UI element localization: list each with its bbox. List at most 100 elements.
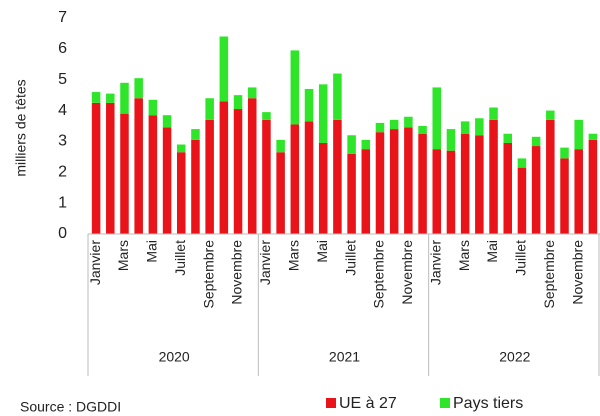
y-tick-label: 0 bbox=[58, 225, 67, 242]
bar-segment bbox=[503, 142, 512, 234]
bar-segment bbox=[134, 78, 143, 99]
bar-segment bbox=[333, 119, 342, 234]
bar-segment bbox=[162, 127, 172, 234]
bar-segment bbox=[460, 121, 470, 134]
bar-segment bbox=[546, 119, 555, 234]
bar-segment bbox=[106, 102, 115, 234]
y-tick-label: 7 bbox=[58, 9, 67, 26]
bar-segment bbox=[191, 139, 200, 234]
x-tick-label: Mars bbox=[286, 240, 302, 271]
bar-segment bbox=[375, 132, 385, 234]
bar-segment bbox=[219, 36, 229, 102]
bar-segment bbox=[205, 119, 214, 234]
bar-segment bbox=[446, 150, 456, 234]
bar-segment bbox=[120, 113, 129, 234]
bar-segment bbox=[205, 98, 214, 120]
bar-segment bbox=[177, 144, 186, 153]
x-tick-label: Janvier bbox=[427, 240, 443, 285]
year-label: 2020 bbox=[159, 349, 190, 365]
bar-segment bbox=[191, 129, 200, 140]
bar-segment bbox=[489, 119, 498, 234]
bar-segment bbox=[347, 135, 356, 154]
bar-segment bbox=[120, 82, 129, 114]
bar-segment bbox=[460, 133, 470, 234]
bar-segment bbox=[546, 110, 555, 120]
year-label: 2022 bbox=[499, 349, 530, 365]
bar-segment bbox=[233, 95, 243, 110]
legend-label: Pays tiers bbox=[453, 395, 523, 412]
bar-segment bbox=[389, 129, 399, 234]
bar-segment bbox=[333, 73, 342, 120]
bar-segment bbox=[304, 121, 314, 234]
x-tick-label: Juillet bbox=[342, 240, 358, 276]
x-tick-label: Juillet bbox=[513, 240, 529, 276]
bar-segment bbox=[290, 50, 300, 125]
bar-segment bbox=[517, 158, 527, 168]
bar-segment bbox=[531, 146, 541, 234]
legend-swatch bbox=[440, 398, 450, 408]
bar-segment bbox=[517, 167, 527, 234]
x-tick-label: Juillet bbox=[172, 240, 188, 276]
bar-segment bbox=[375, 122, 385, 133]
bar-segment bbox=[531, 136, 541, 147]
bar-segment bbox=[588, 133, 598, 140]
bar-segment bbox=[404, 116, 413, 128]
y-tick-label: 2 bbox=[58, 164, 67, 181]
y-axis-label: milliers de têtes bbox=[13, 79, 29, 176]
bar-segment bbox=[233, 109, 243, 234]
x-tick-label: Mai bbox=[144, 240, 160, 263]
legend-swatch bbox=[326, 398, 336, 408]
bar-segment bbox=[418, 133, 427, 234]
bar-segment bbox=[276, 139, 285, 153]
bar-segment bbox=[148, 115, 158, 234]
bar-segment bbox=[389, 119, 399, 130]
bar-segment bbox=[574, 149, 583, 234]
bar-segment bbox=[404, 127, 413, 234]
x-tick-label: Septembre bbox=[200, 240, 216, 309]
bar-segment bbox=[247, 87, 257, 99]
x-tick-label: Novembre bbox=[399, 240, 415, 305]
year-label: 2021 bbox=[329, 349, 360, 365]
bar-segment bbox=[91, 92, 101, 103]
bar-segment bbox=[318, 142, 328, 234]
bar-segment bbox=[432, 149, 442, 234]
bar-segment bbox=[503, 133, 512, 143]
x-tick-label: Janvier bbox=[257, 240, 273, 285]
bar-segment bbox=[162, 115, 172, 128]
y-tick-label: 1 bbox=[58, 194, 67, 211]
bar-segment bbox=[475, 118, 484, 136]
bar-segment bbox=[574, 119, 583, 150]
x-tick-label: Janvier bbox=[87, 240, 103, 285]
y-tick-label: 5 bbox=[58, 71, 67, 88]
x-tick-label: Mai bbox=[484, 240, 500, 263]
legend-label: UE à 27 bbox=[339, 395, 397, 412]
x-tick-label: Novembre bbox=[229, 240, 245, 305]
bar-segment bbox=[361, 139, 371, 150]
bar-segment bbox=[418, 126, 427, 134]
source: Source : DGDDI bbox=[20, 399, 121, 415]
x-tick-label: Mars bbox=[115, 240, 131, 271]
bar-segment bbox=[560, 158, 569, 234]
bar-segment bbox=[262, 112, 271, 120]
bar-segment bbox=[177, 152, 186, 234]
bar-segment bbox=[318, 84, 328, 143]
bar-segment bbox=[560, 147, 569, 159]
bar-segment bbox=[290, 124, 300, 234]
bar-segment bbox=[262, 119, 271, 234]
bar-segment bbox=[475, 135, 484, 234]
y-tick-label: 4 bbox=[58, 102, 67, 119]
bar-segment bbox=[304, 88, 314, 122]
bar-segment bbox=[276, 152, 285, 234]
bar-segment bbox=[361, 149, 371, 234]
x-tick-label: Novembre bbox=[569, 240, 585, 305]
bar-segment bbox=[91, 102, 101, 234]
bar-segment bbox=[432, 87, 442, 150]
bar-segment bbox=[134, 98, 143, 234]
bar-segment bbox=[247, 98, 257, 234]
x-tick-label: Mars bbox=[456, 240, 472, 271]
bar-segment bbox=[489, 107, 498, 120]
x-tick-label: Septembre bbox=[541, 240, 557, 309]
y-tick-label: 6 bbox=[58, 40, 67, 57]
x-tick-label: Septembre bbox=[371, 240, 387, 309]
